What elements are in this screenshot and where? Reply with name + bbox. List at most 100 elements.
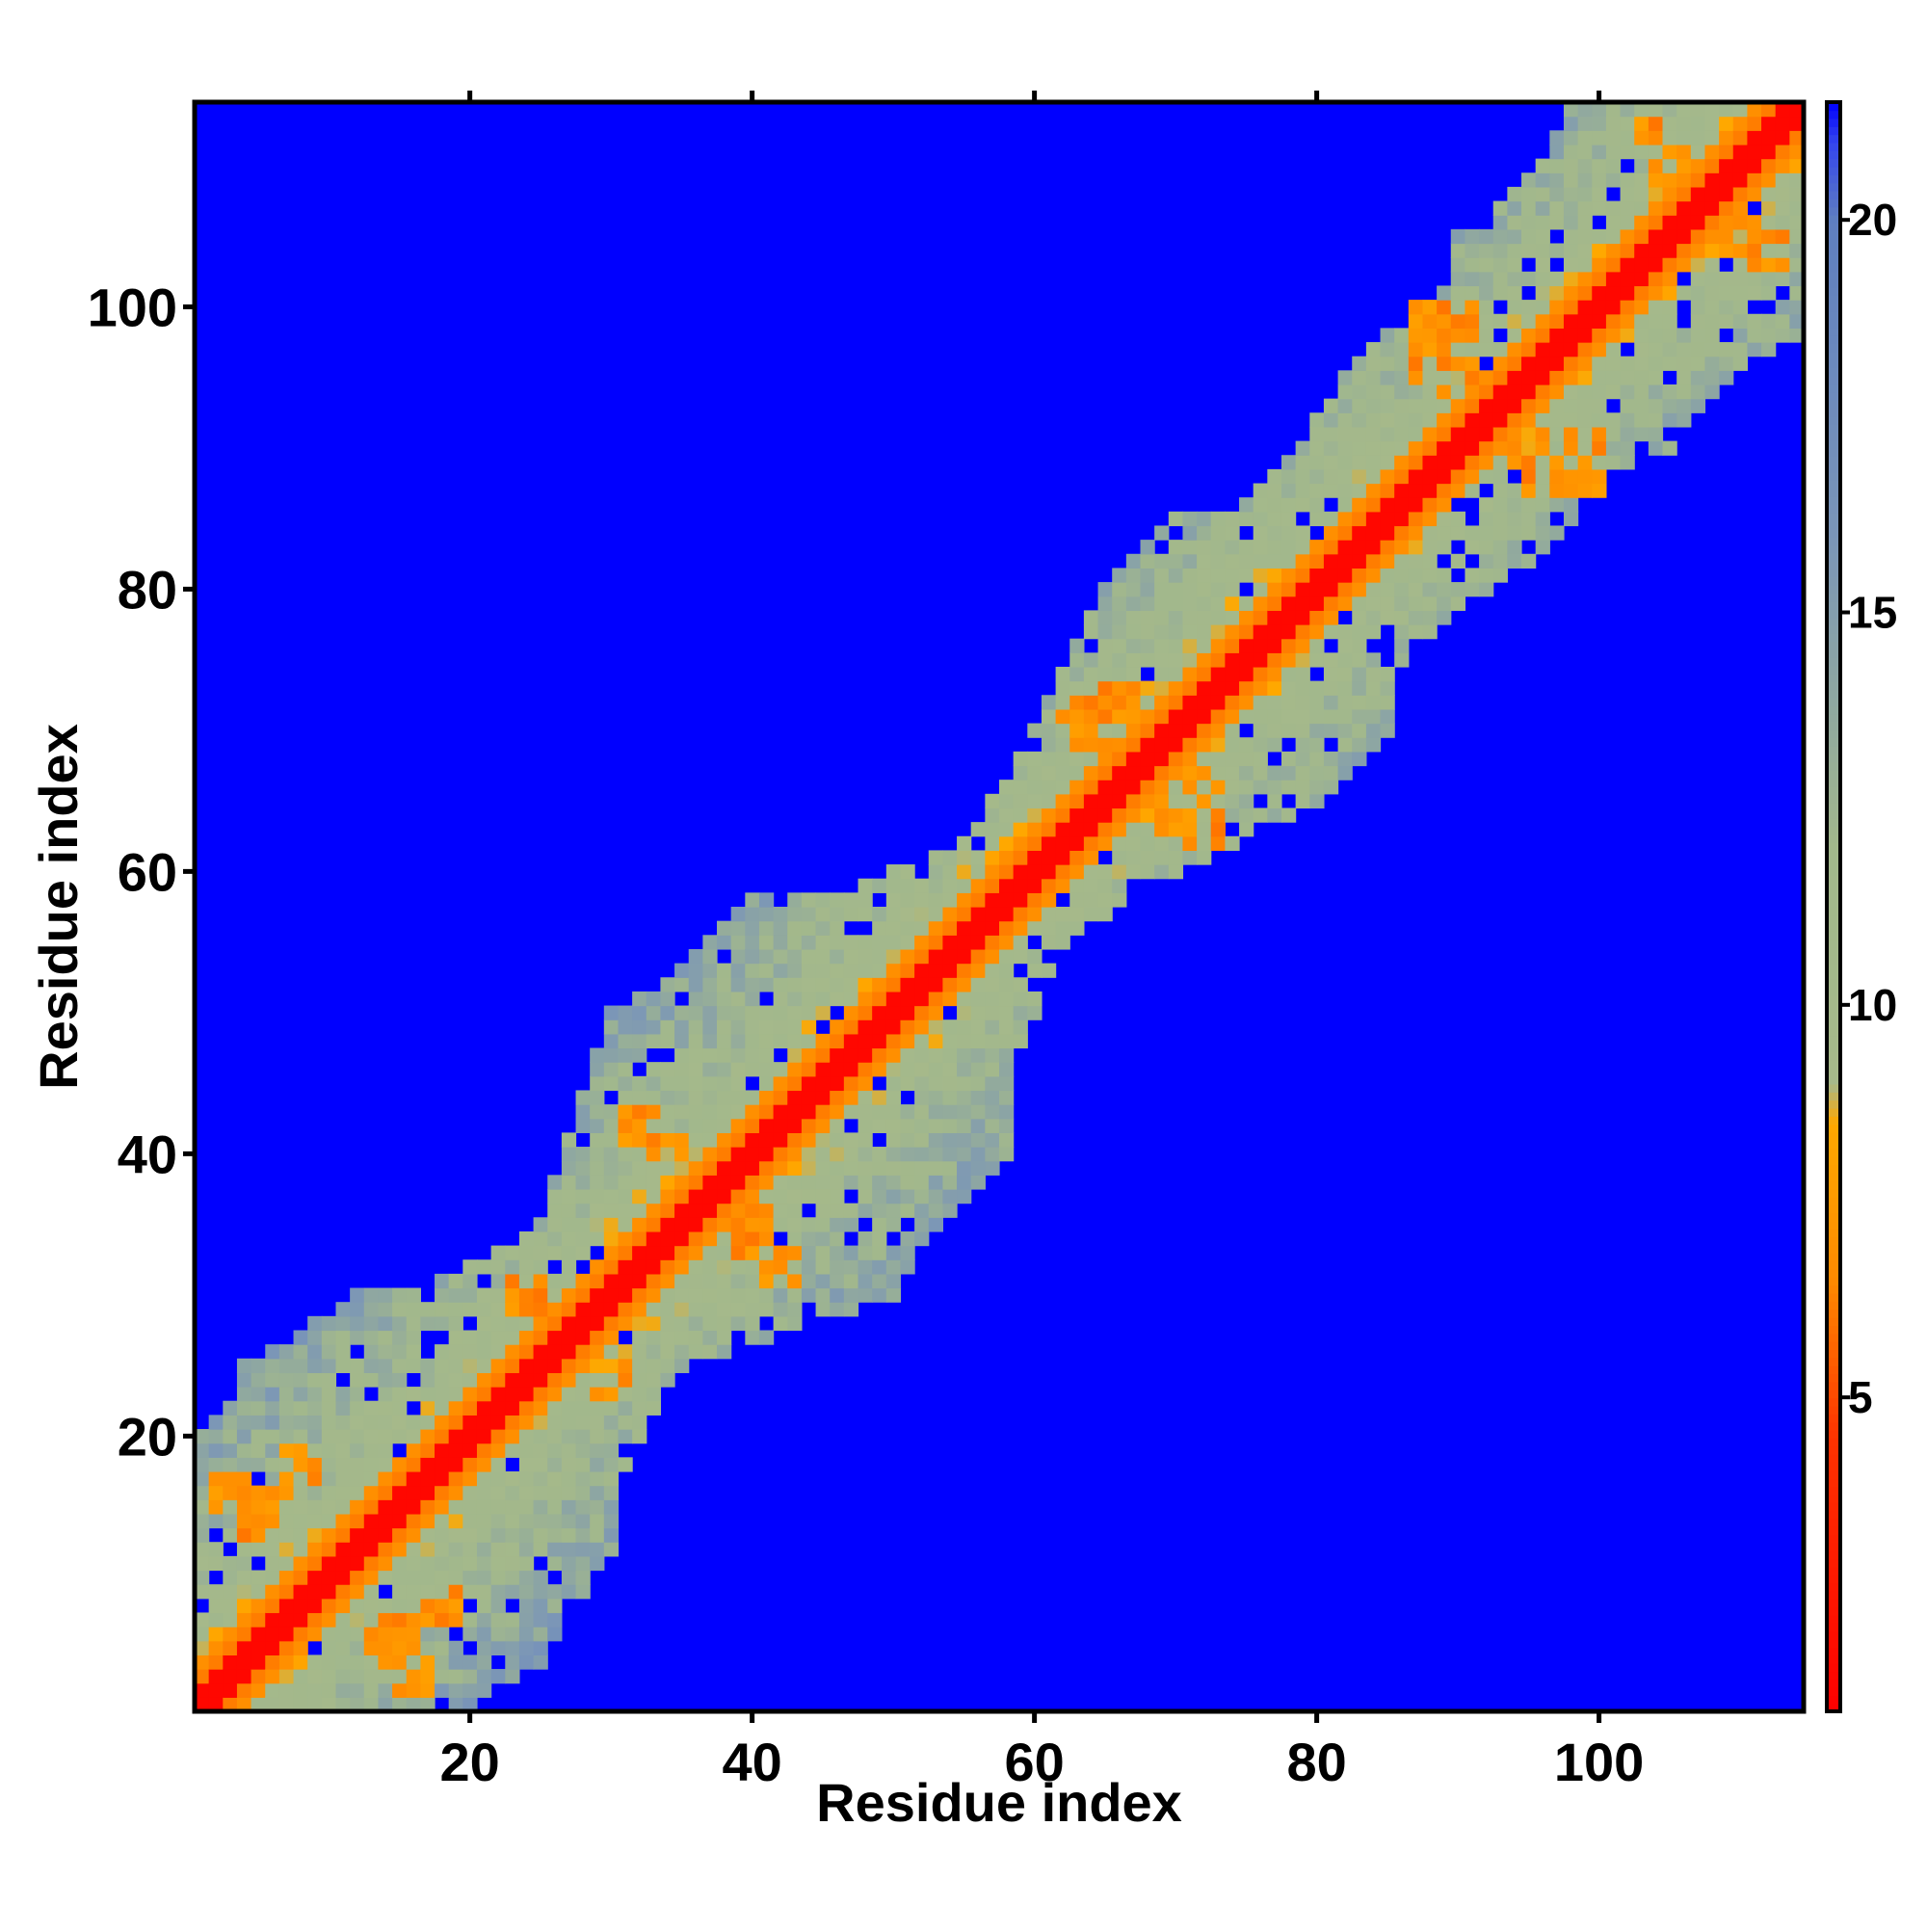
heatmap-cell: [900, 1175, 915, 1190]
colorbar-segment: [1827, 190, 1840, 199]
heatmap-cell: [885, 892, 902, 908]
heatmap-cell: [1577, 483, 1593, 498]
heatmap-cell: [970, 1033, 986, 1049]
heatmap-cell: [350, 1555, 365, 1572]
heatmap-cell: [1352, 638, 1367, 653]
heatmap-cell: [448, 1555, 463, 1572]
heatmap-cell: [590, 1415, 605, 1430]
heatmap-cell: [561, 1372, 577, 1388]
heatmap-cell: [1295, 540, 1310, 555]
heatmap-cell: [1761, 257, 1777, 273]
heatmap-cell: [1465, 568, 1480, 583]
heatmap-cell: [1492, 568, 1508, 583]
heatmap-cell: [575, 1513, 591, 1529]
colorbar-segment: [1827, 761, 1840, 771]
heatmap-cell: [195, 1584, 210, 1600]
heatmap-cell: [1197, 850, 1212, 865]
heatmap-cell: [1394, 455, 1410, 470]
heatmap-cell: [985, 963, 1000, 978]
colorbar-segment: [1827, 544, 1840, 554]
heatmap-cell: [1450, 511, 1466, 527]
heatmap-cell: [787, 1231, 803, 1247]
heatmap-cell: [702, 1005, 718, 1020]
heatmap-cell: [223, 1697, 238, 1712]
colorbar-segment: [1827, 697, 1840, 707]
heatmap-cell: [208, 1470, 224, 1487]
heatmap-cell: [1280, 483, 1297, 498]
heatmap-cell: [547, 1358, 563, 1374]
colorbar-segment: [1827, 1397, 1840, 1407]
heatmap-cell: [307, 1627, 323, 1642]
heatmap-cell: [293, 1372, 308, 1388]
heatmap-cell: [1507, 313, 1522, 329]
heatmap-cell: [1450, 356, 1466, 371]
heatmap-cell: [1154, 822, 1170, 837]
heatmap-cell: [801, 1019, 817, 1035]
heatmap-cell: [843, 991, 859, 1007]
heatmap-cell: [1662, 130, 1677, 146]
heatmap-cell: [999, 1104, 1015, 1120]
heatmap-cell: [195, 1542, 210, 1557]
heatmap-cell: [1719, 172, 1734, 188]
heatmap-cell: [1535, 215, 1550, 230]
colorbar-segment: [1827, 1525, 1840, 1536]
heatmap-cell: [1168, 582, 1184, 597]
heatmap-cell: [1408, 398, 1424, 413]
heatmap-cell: [1634, 186, 1650, 202]
heatmap-cell: [406, 1513, 421, 1529]
heatmap-cell: [378, 1302, 393, 1317]
heatmap-cell: [1154, 737, 1170, 753]
heatmap-cell: [1140, 624, 1155, 640]
colorbar-segment: [1827, 504, 1840, 514]
heatmap-cell: [970, 878, 986, 893]
heatmap-cell: [278, 1627, 295, 1642]
heatmap-cell: [1634, 285, 1650, 301]
heatmap-cell: [758, 1019, 775, 1035]
heatmap-cell: [773, 1132, 788, 1148]
heatmap-cell: [1337, 582, 1353, 597]
heatmap-cell: [561, 1203, 577, 1218]
heatmap-cell: [1309, 723, 1325, 738]
heatmap-cell: [1394, 568, 1410, 583]
heatmap-cell: [1648, 370, 1664, 385]
colorbar-segment: [1827, 1277, 1840, 1286]
heatmap-cell: [392, 1640, 408, 1655]
heatmap-cell: [1253, 680, 1268, 696]
heatmap-cell: [392, 1513, 408, 1529]
heatmap-cell: [1437, 468, 1452, 485]
colorbar-segment: [1827, 1188, 1840, 1198]
colorbar-segment: [1827, 1236, 1840, 1246]
heatmap-cell: [1465, 582, 1480, 597]
heatmap-cell: [1154, 765, 1170, 781]
heatmap-cell: [1168, 765, 1184, 781]
heatmap-cell: [1380, 680, 1395, 696]
heatmap-cell: [730, 1090, 746, 1105]
heatmap-cell: [208, 1499, 224, 1515]
heatmap-cell: [1337, 525, 1353, 541]
heatmap-cell: [603, 1457, 620, 1472]
heatmap-cell: [885, 1118, 902, 1133]
heatmap-cell: [830, 1090, 845, 1105]
heatmap-cell: [1309, 468, 1325, 485]
heatmap-cell: [575, 1104, 591, 1120]
heatmap-cell: [547, 1429, 563, 1444]
heatmap-cell: [1168, 610, 1184, 625]
heatmap-cell: [1140, 737, 1155, 753]
heatmap-cell: [843, 892, 859, 908]
heatmap-cell: [1563, 497, 1579, 513]
heatmap-cell: [1225, 540, 1240, 555]
heatmap-cell: [392, 1387, 408, 1402]
heatmap-cell: [1507, 243, 1522, 258]
colorbar-segment: [1827, 1654, 1840, 1664]
colorbar-segment: [1827, 1075, 1840, 1085]
heatmap-cell: [208, 1442, 224, 1458]
heatmap-cell: [1634, 412, 1650, 428]
colorbar-segment: [1827, 1172, 1840, 1181]
heatmap-cell: [590, 1104, 605, 1120]
heatmap-cell: [236, 1669, 252, 1684]
heatmap-cell: [1605, 426, 1622, 442]
heatmap-cell: [278, 1584, 295, 1600]
heatmap-cell: [1747, 228, 1762, 245]
heatmap-cell: [1352, 737, 1367, 753]
heatmap-cell: [999, 920, 1015, 936]
